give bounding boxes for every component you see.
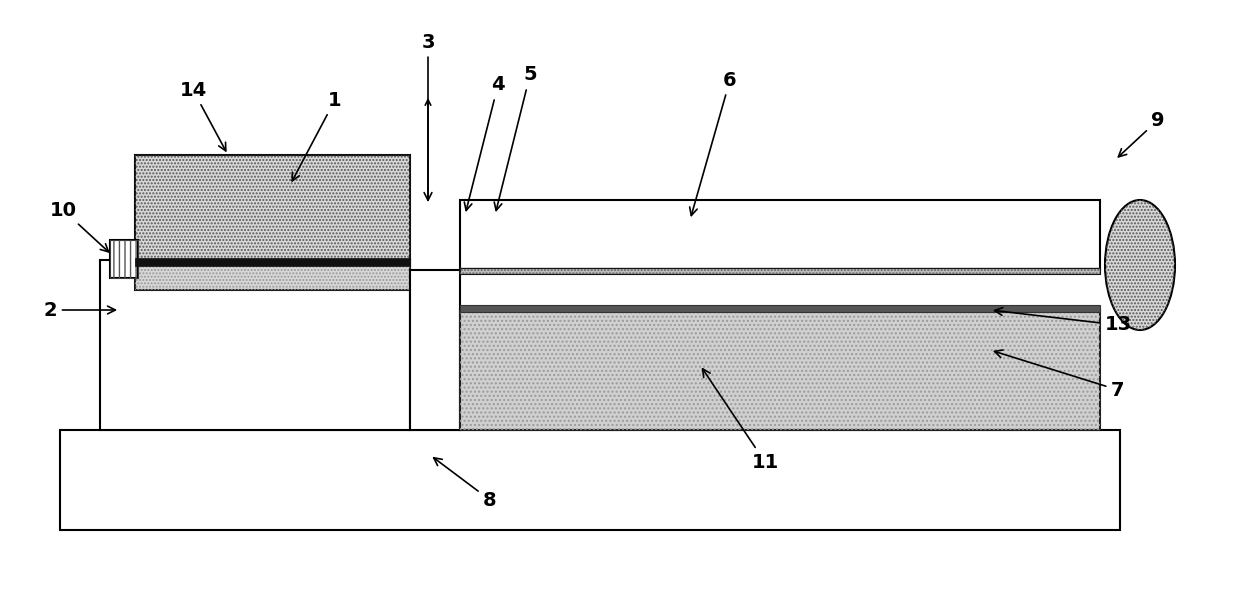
Bar [460,310,1100,430]
Text: 5: 5 [495,66,537,211]
Ellipse shape [1105,200,1176,330]
Text: 4: 4 [464,75,505,211]
Text: 9: 9 [1118,110,1164,157]
Text: 14: 14 [180,81,226,151]
Text: 7: 7 [994,350,1125,399]
Text: 10: 10 [50,201,109,252]
Bar [460,310,1100,430]
Bar [100,260,410,430]
Bar [60,430,1120,530]
Text: 2: 2 [43,300,115,319]
Bar [135,155,410,260]
Bar [460,268,1100,274]
Bar [135,260,410,290]
Bar [460,200,1100,270]
Text: 11: 11 [703,369,779,472]
Bar [135,260,410,290]
Text: 6: 6 [689,70,737,216]
Bar [460,268,1100,274]
Text: 1: 1 [293,91,342,181]
Bar [460,305,1100,312]
Text: 3: 3 [422,32,435,201]
Bar [110,240,138,278]
Bar [110,240,138,278]
Text: 13: 13 [994,307,1132,334]
Text: 8: 8 [434,458,497,509]
Bar [410,270,460,430]
Bar [135,258,410,266]
Bar [135,155,410,260]
